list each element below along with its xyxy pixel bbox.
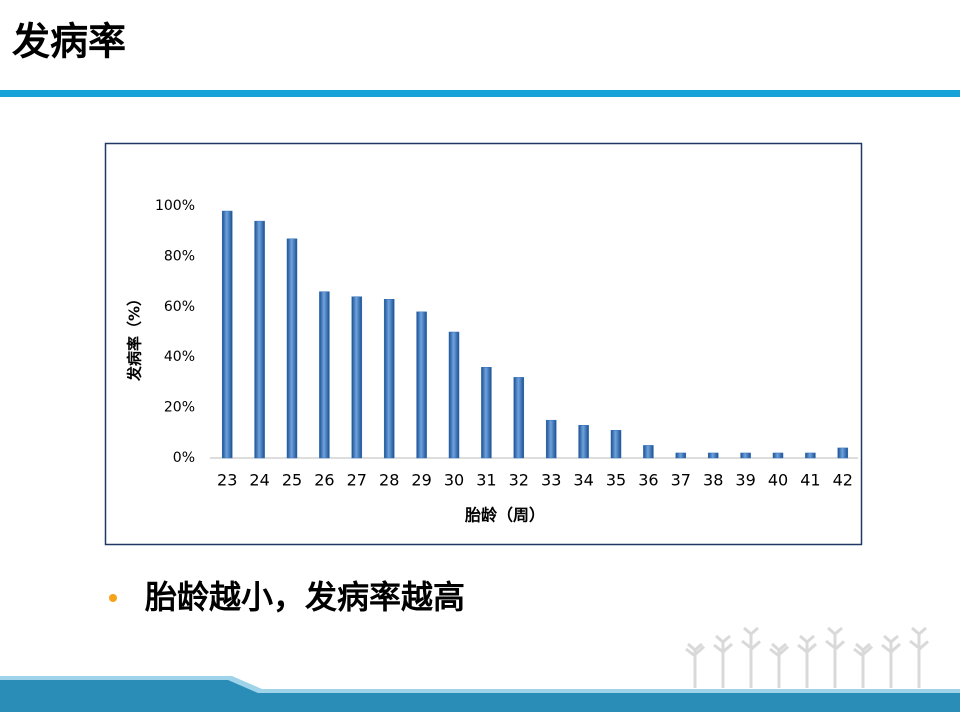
- bar: [675, 452, 687, 459]
- plant: [797, 634, 817, 688]
- x-tick-label: 42: [833, 471, 853, 490]
- plant-decoration: [685, 626, 929, 688]
- x-tick-label: 41: [800, 471, 820, 490]
- x-tick-label: 38: [703, 471, 723, 490]
- y-tick-label: 100%: [155, 198, 195, 214]
- plant: [713, 634, 733, 688]
- x-tick-label: 30: [444, 471, 464, 490]
- x-tick-label: 33: [541, 471, 561, 490]
- x-tick-label: 27: [347, 471, 367, 490]
- x-tick-label: 32: [509, 471, 529, 490]
- x-tick-label: 25: [282, 471, 302, 490]
- bar: [448, 331, 460, 459]
- y-tick-label: 20%: [164, 400, 195, 416]
- plant: [769, 642, 789, 688]
- bar: [254, 220, 265, 459]
- y-tick-label: 60%: [164, 299, 195, 315]
- x-tick-label: 34: [573, 471, 593, 490]
- x-tick-label: 35: [606, 471, 626, 490]
- bar: [837, 447, 849, 459]
- bar: [383, 298, 395, 459]
- footer-stripe: [0, 676, 960, 693]
- slide-title: 发病率: [12, 20, 126, 64]
- bar: [286, 238, 298, 459]
- plant: [685, 642, 705, 688]
- bar: [610, 430, 622, 459]
- x-tick-label: 39: [735, 471, 755, 490]
- y-axis-label: 发病率（%）: [126, 291, 144, 382]
- bar: [805, 452, 816, 459]
- bar: [513, 377, 525, 459]
- bar: [707, 452, 719, 459]
- y-tick-label: 0%: [173, 450, 195, 466]
- bar: [643, 445, 654, 459]
- plant: [825, 626, 845, 688]
- bar: [481, 367, 492, 459]
- bar: [319, 291, 330, 459]
- bar: [351, 296, 363, 459]
- bar: [545, 419, 557, 459]
- plant: [741, 626, 761, 688]
- x-tick-label: 23: [217, 471, 237, 490]
- bar: [740, 452, 751, 459]
- bar: [221, 210, 233, 459]
- bar: [416, 311, 427, 459]
- x-tick-label: 37: [671, 471, 691, 490]
- x-axis-label: 胎龄（周）: [465, 506, 545, 525]
- plant: [881, 634, 901, 688]
- bullet-dot: [109, 594, 117, 602]
- x-tick-label: 40: [768, 471, 788, 490]
- x-tick-label: 28: [379, 471, 399, 490]
- bullet-text: 胎龄越小，发病率越高: [144, 578, 465, 616]
- x-tick-label: 26: [314, 471, 334, 490]
- x-tick-label: 24: [249, 471, 269, 490]
- plant: [909, 626, 929, 688]
- y-tick-label: 80%: [164, 248, 195, 264]
- title-rule: [0, 90, 960, 97]
- x-tick-label: 31: [476, 471, 496, 490]
- x-tick-label: 29: [411, 471, 431, 490]
- plant: [853, 642, 873, 688]
- y-tick-label: 40%: [164, 349, 195, 365]
- footer-band: [0, 680, 960, 712]
- bar: [772, 452, 784, 459]
- x-tick-label: 36: [638, 471, 658, 490]
- bar: [578, 424, 589, 459]
